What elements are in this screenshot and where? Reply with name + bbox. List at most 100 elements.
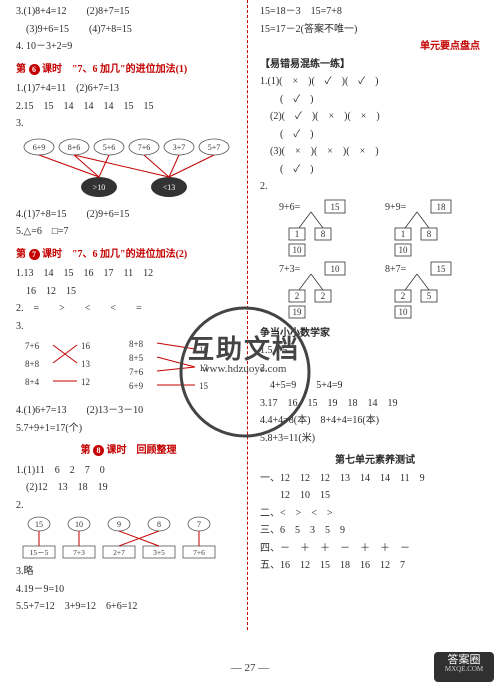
- prefix: 第: [16, 64, 26, 75]
- test-title: 第七单元素养测试: [260, 453, 490, 470]
- svg-text:3+5: 3+5: [153, 548, 165, 557]
- q2-label: 2.: [260, 179, 490, 196]
- text-line: 15=17－2(答案不唯一): [260, 22, 490, 39]
- svg-text:13: 13: [199, 363, 209, 373]
- page: 3.(1)8+4=12 (2)8+7=15 (3)9+6=15 (4)7+8=1…: [0, 0, 500, 688]
- svg-text:2: 2: [295, 291, 300, 301]
- text-line: 2.15 15 14 14 14 15 15: [16, 99, 241, 116]
- svg-text:9+6=: 9+6=: [279, 202, 301, 213]
- svg-text:13: 13: [81, 359, 91, 369]
- text-line: 15=18－3 15=7+8: [260, 4, 490, 21]
- suffix: 课时 回顾整理: [107, 445, 177, 456]
- text-line: 2. = > < < =: [16, 301, 241, 318]
- text-line: 5.8+3=11(米): [260, 431, 490, 448]
- svg-text:7+6: 7+6: [25, 341, 40, 351]
- svg-text:8+8: 8+8: [25, 359, 40, 369]
- svg-text:6+9: 6+9: [129, 381, 144, 391]
- unit-red-title: 单元要点盘点: [260, 39, 490, 56]
- q2-label: 2.: [16, 498, 241, 515]
- svg-text:7+6: 7+6: [137, 143, 150, 152]
- corner-badge: 答案圈 MXQE.COM: [434, 652, 494, 682]
- svg-text:1: 1: [295, 229, 300, 239]
- lesson-number-disc: 7: [29, 249, 40, 260]
- text-line: 1.(1)7+4=11 (2)6+7=13: [16, 81, 241, 98]
- svg-text:15－5: 15－5: [29, 548, 48, 557]
- svg-text:10: 10: [399, 245, 409, 255]
- svg-text:8: 8: [157, 520, 161, 529]
- text-line: (2)( ✓ )( × )( × ): [260, 109, 490, 126]
- text-line: ( ✓ ): [260, 127, 490, 144]
- lesson-number-disc: 6: [29, 64, 40, 75]
- text-line: 五、16 12 15 18 16 12 7: [260, 558, 490, 575]
- split-diagrams: 9+6=1518109+9=1818107+3=1022198+7=152510: [265, 198, 485, 324]
- svg-text:3+7: 3+7: [172, 143, 185, 152]
- svg-text:8+8: 8+8: [129, 339, 144, 349]
- green-title: 争当小小数学家: [260, 326, 490, 343]
- left-column: 3.(1)8+4=12 (2)8+7=15 (3)9+6=15 (4)7+8=1…: [16, 4, 241, 617]
- svg-text:15: 15: [437, 264, 447, 274]
- prefix: 第: [16, 249, 26, 260]
- svg-text:10: 10: [399, 307, 409, 317]
- svg-text:19: 19: [293, 307, 303, 317]
- svg-text:7+6: 7+6: [129, 367, 144, 377]
- svg-text:9: 9: [117, 520, 121, 529]
- cross-match-diagram: 7+68+88+41613128+88+57+66+9161315: [19, 337, 239, 401]
- text-line: 1.(1)11 6 2 7 0: [16, 463, 241, 480]
- svg-text:8: 8: [321, 229, 326, 239]
- svg-text:6+9: 6+9: [32, 143, 45, 152]
- text-line: 4+5=9 5+4=9: [260, 378, 490, 395]
- bean-match-diagram: 151098715－57+32+73+57+6: [19, 516, 239, 562]
- svg-text:7+3: 7+3: [73, 548, 85, 557]
- page-number: — 27 —: [0, 662, 500, 674]
- column-divider: [247, 0, 248, 630]
- svg-text:16: 16: [81, 341, 91, 351]
- section-7-title: 第 7 课时 "7、6 加几"的进位加法(2): [16, 247, 241, 264]
- svg-text:5: 5: [427, 291, 432, 301]
- corner-sub: MXQE.COM: [434, 666, 494, 674]
- svg-text:5+6: 5+6: [102, 143, 115, 152]
- suffix: 课时 "7、6 加几"的进位加法(1): [42, 64, 187, 75]
- svg-text:16: 16: [199, 345, 209, 355]
- text-line: 16 12 15: [16, 284, 241, 301]
- text-line: 3.: [16, 116, 241, 133]
- text-line: 5.5+7=12 3+9=12 6+6=12: [16, 599, 241, 616]
- text-line: ( ✓ ): [260, 162, 490, 179]
- text-line: 2.: [260, 361, 490, 378]
- svg-text:<13: <13: [162, 183, 175, 192]
- svg-text:15: 15: [35, 520, 43, 529]
- text-line: 4. 10－3+2=9: [16, 39, 241, 56]
- right-column: 15=18－3 15=7+8 15=17－2(答案不唯一) 单元要点盘点 【易错…: [260, 4, 490, 576]
- text-line: 4.4+4=8(本) 8+4+4=16(本): [260, 413, 490, 430]
- text-line: 5.△=6 □=7: [16, 224, 241, 241]
- q3-label: 3.: [16, 319, 241, 336]
- svg-text:7: 7: [197, 520, 201, 529]
- text-line: 4.(1)7+8=15 (2)9+6=15: [16, 207, 241, 224]
- leaf-cloud-diagram: 6+98+65+67+63+75+7 >10<13: [19, 135, 239, 205]
- prefix: 第: [81, 445, 91, 456]
- text-line: 三、6 5 3 5 9: [260, 523, 490, 540]
- svg-text:10: 10: [75, 520, 83, 529]
- text-line: 四、－ ＋ ＋ － ＋ ＋ －: [260, 541, 490, 558]
- text-line: 3.17 16 15 19 18 14 19: [260, 396, 490, 413]
- bracket-title: 【易错易混练一练】: [260, 57, 490, 74]
- text-line: 5.7+9+1=17(个): [16, 421, 241, 438]
- svg-text:8: 8: [427, 229, 432, 239]
- svg-text:15: 15: [331, 202, 341, 212]
- text-line: ( ✓ ): [260, 92, 490, 109]
- text-line: 1.13 14 15 16 17 11 12: [16, 266, 241, 283]
- svg-text:5+7: 5+7: [207, 143, 220, 152]
- text-line: 1.(1)( × )( ✓ )( ✓ ): [260, 74, 490, 91]
- svg-text:2: 2: [401, 291, 406, 301]
- svg-text:1: 1: [401, 229, 406, 239]
- svg-text:7+6: 7+6: [193, 548, 205, 557]
- text-line: (3)9+6=15 (4)7+8=15: [16, 22, 241, 39]
- svg-text:10: 10: [293, 245, 303, 255]
- svg-text:7+3=: 7+3=: [279, 264, 301, 275]
- suffix: 课时 "7、6 加几"的进位加法(2): [42, 249, 187, 260]
- text-line: 12 10 15: [260, 488, 490, 505]
- svg-text:8+5: 8+5: [129, 353, 144, 363]
- svg-text:8+7=: 8+7=: [385, 264, 407, 275]
- text-line: 3.(1)8+4=12 (2)8+7=15: [16, 4, 241, 21]
- svg-text:18: 18: [437, 202, 447, 212]
- text-line: (2)12 13 18 19: [16, 480, 241, 497]
